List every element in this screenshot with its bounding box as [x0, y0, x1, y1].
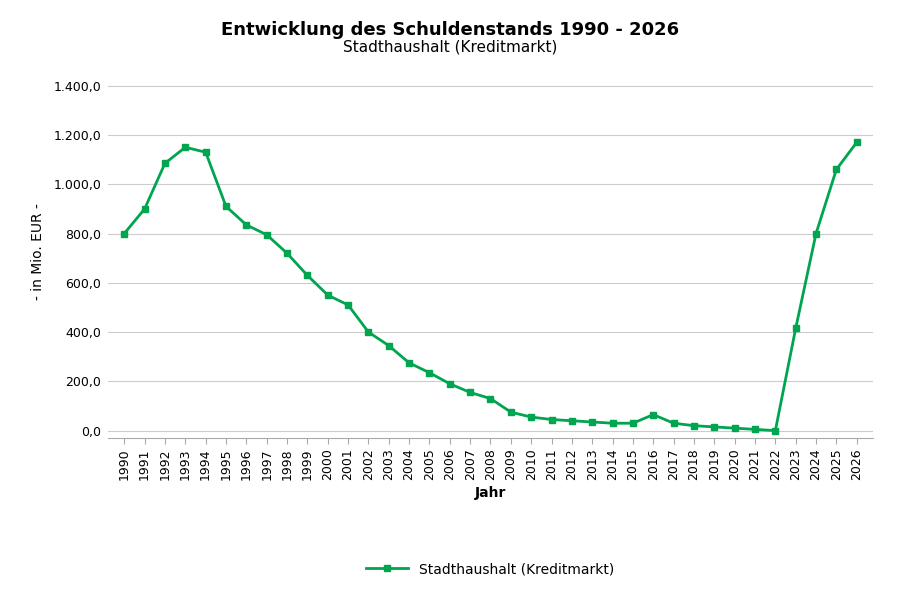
Stadthaushalt (Kreditmarkt): [302, 272, 313, 279]
Stadthaushalt (Kreditmarkt): [729, 425, 740, 432]
Stadthaushalt (Kreditmarkt): [648, 411, 659, 418]
Stadthaushalt (Kreditmarkt): [668, 419, 679, 427]
Stadthaushalt (Kreditmarkt): [424, 369, 435, 376]
Stadthaushalt (Kreditmarkt): [261, 231, 272, 238]
Stadthaushalt (Kreditmarkt): [851, 139, 862, 146]
Stadthaushalt (Kreditmarkt): [322, 292, 333, 299]
Stadthaushalt (Kreditmarkt): [140, 205, 150, 212]
Stadthaushalt (Kreditmarkt): [485, 395, 496, 402]
Stadthaushalt (Kreditmarkt): [546, 416, 557, 423]
Stadthaushalt (Kreditmarkt): [404, 359, 415, 367]
Stadthaushalt (Kreditmarkt): [566, 417, 577, 424]
Stadthaushalt (Kreditmarkt): [811, 230, 822, 237]
Stadthaushalt (Kreditmarkt): [445, 380, 455, 388]
Stadthaushalt (Kreditmarkt): [241, 221, 252, 229]
Stadthaushalt (Kreditmarkt): [750, 426, 760, 433]
Stadthaushalt (Kreditmarkt): [709, 424, 720, 431]
Stadthaushalt (Kreditmarkt): [180, 143, 191, 151]
Legend: Stadthaushalt (Kreditmarkt): Stadthaushalt (Kreditmarkt): [361, 557, 620, 581]
Stadthaushalt (Kreditmarkt): [119, 230, 130, 237]
Stadthaushalt (Kreditmarkt): [790, 325, 801, 332]
Stadthaushalt (Kreditmarkt): [831, 166, 842, 173]
Stadthaushalt (Kreditmarkt): [343, 301, 354, 308]
Stadthaushalt (Kreditmarkt): [201, 149, 212, 156]
Stadthaushalt (Kreditmarkt): [383, 342, 394, 349]
X-axis label: Jahr: Jahr: [475, 486, 506, 500]
Stadthaushalt (Kreditmarkt): [688, 422, 699, 429]
Stadthaushalt (Kreditmarkt): [770, 427, 780, 434]
Stadthaushalt (Kreditmarkt): [220, 203, 231, 210]
Stadthaushalt (Kreditmarkt): [587, 418, 598, 425]
Stadthaushalt (Kreditmarkt): [464, 389, 475, 396]
Stadthaushalt (Kreditmarkt): [608, 419, 618, 427]
Stadthaushalt (Kreditmarkt): [506, 409, 517, 416]
Stadthaushalt (Kreditmarkt): [526, 413, 536, 421]
Text: Entwicklung des Schuldenstands 1990 - 2026: Entwicklung des Schuldenstands 1990 - 20…: [220, 21, 680, 39]
Stadthaushalt (Kreditmarkt): [282, 250, 292, 257]
Line: Stadthaushalt (Kreditmarkt): Stadthaushalt (Kreditmarkt): [121, 139, 860, 434]
Stadthaushalt (Kreditmarkt): [363, 328, 374, 335]
Stadthaushalt (Kreditmarkt): [627, 419, 638, 427]
Y-axis label: - in Mio. EUR -: - in Mio. EUR -: [31, 203, 45, 301]
Text: Stadthaushalt (Kreditmarkt): Stadthaushalt (Kreditmarkt): [343, 39, 557, 54]
Stadthaushalt (Kreditmarkt): [159, 160, 170, 167]
